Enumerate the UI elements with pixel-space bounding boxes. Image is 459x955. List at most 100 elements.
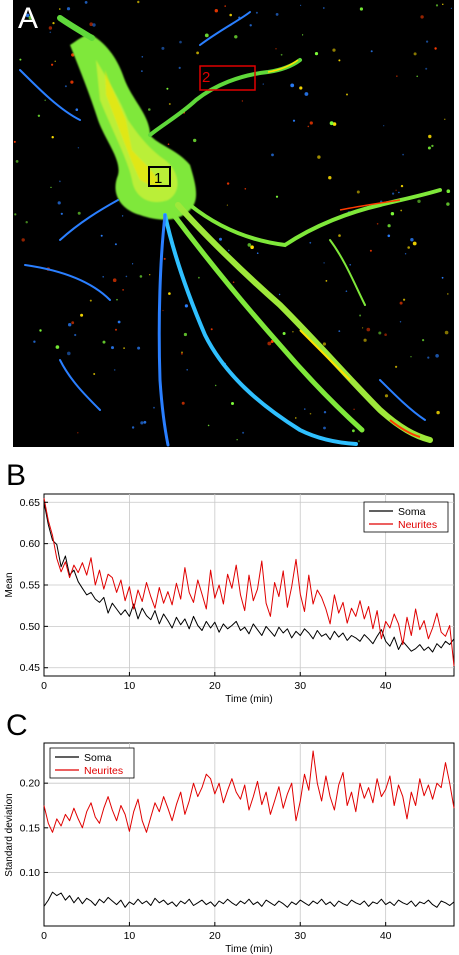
plot-c-legend-soma: Soma [84,752,112,764]
speckle-dot [148,108,151,111]
speckle-dot [282,332,286,335]
speckle-dot [428,134,432,139]
speckle-dot [55,345,60,349]
speckle-dot [193,138,197,143]
plot-b-ytick-label: 0.65 [20,497,41,509]
plot-c-ticks: 0 10 20 30 40 0.10 0.15 0.20 [20,778,392,942]
speckle-dot [446,189,451,193]
speckle-dot [60,212,63,215]
speckle-dot [323,262,325,264]
plot-c-grid [44,743,454,926]
speckle-dot [228,249,230,252]
speckle-dot [241,100,244,102]
speckle-dot [21,238,25,242]
speckle-dot [400,184,404,188]
plot-b-xtick-label: 0 [41,680,47,692]
speckle-dot [332,48,336,52]
speckle-dot [70,80,74,84]
speckle-dot [338,59,341,62]
speckle-dot [232,281,235,284]
speckle-dot [420,15,424,19]
plot-c-ytick-label: 0.15 [20,822,41,834]
speckle-dot [15,160,19,163]
plot-b-ytick-label: 0.55 [20,580,41,592]
plot-c-xtick-label: 30 [294,930,306,942]
plot-b-legend-box [363,501,449,533]
speckle-dot [346,93,348,96]
speckle-dot [395,365,398,368]
speckle-dot [116,298,118,301]
speckle-dot [231,402,234,405]
speckle-dot [74,333,77,337]
speckle-dot [369,249,372,252]
speckle-dot [442,3,444,5]
roi-1-label: 1 [154,170,162,187]
speckle-dot [226,182,230,185]
speckle-dot [378,331,382,335]
speckle-dot [49,31,52,34]
speckle-dot [57,201,61,205]
speckle-dot [123,347,125,349]
speckle-dot [323,411,327,414]
roi-2-box [199,65,256,91]
panel-c: C 0 10 20 30 40 0.10 0.15 0.20 Time (min) Stand… [4,709,455,955]
speckle-dot [444,330,449,335]
speckle-dot [167,143,170,145]
speckle-dot [362,327,364,329]
speckle-dot [162,309,164,312]
speckle-dot [304,92,309,96]
speckle-dot [332,122,337,126]
speckle-dot [255,11,258,14]
plot-c-legend-box [49,747,135,779]
plot-b-series [43,498,455,667]
speckle-dot [307,125,310,128]
speckle-dot [317,155,321,159]
plot-b-ytick-label: 0.45 [20,662,41,674]
speckle-dot [399,321,402,323]
speckle-dot [163,257,166,260]
speckle-dot [275,195,279,198]
speckle-dot [249,24,252,27]
speckle-dot [198,276,200,279]
speckle-dot [450,7,452,9]
speckle-dot [121,215,124,217]
speckle-dot [366,327,371,332]
speckle-dot [140,421,144,425]
speckle-dot [219,237,222,241]
speckle-dot [141,56,144,58]
speckle-dot [215,384,217,387]
speckle-dot [436,410,440,415]
speckle-dot [102,276,104,278]
speckle-dot [115,328,117,331]
speckle-dot [392,192,395,195]
speckle-dot [398,191,400,194]
speckle-dot [338,234,341,237]
speckle-dot [390,212,395,216]
speckle-dot [413,52,417,56]
speckle-dot [183,332,187,337]
speckle-dot [359,314,362,317]
speckle-dot [404,253,407,255]
speckle-dot [102,340,106,344]
plot-b-legend: Soma Neurites [363,501,449,533]
speckle-dot [295,417,297,419]
speckle-dot [93,373,96,375]
roi-1-box [148,166,171,187]
speckle-dot [122,289,124,291]
speckle-dot [184,304,188,308]
panel-c-letter: C [6,709,28,742]
plot-b-legend-soma: Soma [398,506,426,518]
speckle-dot [425,67,428,70]
speckle-dot [328,176,332,180]
speckle-dot [226,204,228,206]
speckle-dot [431,144,434,148]
speckle-dot [67,351,71,356]
speckle-dot [234,35,238,39]
speckle-dot [256,252,259,254]
speckle-dot [435,4,439,7]
speckle-dot [80,313,84,317]
speckle-dot [427,146,431,150]
speckle-dot [426,40,429,43]
speckle-dot [153,406,155,409]
speckle-dot [407,246,411,249]
